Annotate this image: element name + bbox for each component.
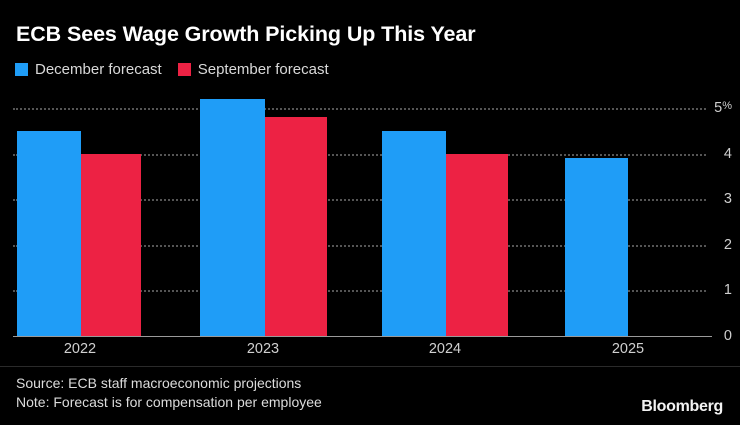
chart-x-axis-line — [13, 336, 712, 337]
bar-2023-december — [200, 99, 265, 336]
legend-swatch-september-icon — [177, 63, 191, 76]
chart-footnotes: Source: ECB staff macroeconomic projecti… — [16, 374, 576, 412]
footer-note-line: Note: Forecast is for compensation per e… — [16, 394, 322, 410]
chart-legend: December forecast September forecast — [15, 61, 329, 78]
bar-2025-december — [565, 158, 628, 336]
page-title: ECB Sees Wage Growth Picking Up This Yea… — [16, 22, 476, 46]
chart-bars — [0, 90, 740, 336]
x-axis-tick-label-2025: 2025 — [611, 341, 645, 357]
bar-2023-september — [265, 117, 327, 336]
x-axis-tick-label-2023: 2023 — [246, 341, 280, 357]
bar-2022-september — [81, 153, 141, 336]
legend-item-december: December forecast — [15, 61, 162, 78]
bar-2024-september — [446, 153, 508, 336]
x-axis-tick-label-2022: 2022 — [63, 341, 97, 357]
x-axis-tick-label-2024: 2024 — [428, 341, 462, 357]
legend-swatch-december-icon — [15, 63, 28, 76]
legend-label-september: September forecast — [197, 61, 329, 78]
legend-item-september: September forecast — [177, 61, 329, 78]
bar-2024-december — [382, 131, 446, 336]
footer-divider — [0, 366, 740, 367]
footer-source-line: Source: ECB staff macroeconomic projecti… — [16, 375, 302, 391]
chart-plot-area: 0 1 2 3 4 5% — [0, 90, 740, 344]
bar-2022-december — [17, 131, 81, 336]
chart-x-axis-labels: 2022 2023 2024 2025 — [0, 337, 740, 361]
legend-label-december: December forecast — [35, 61, 162, 78]
bloomberg-logo: Bloomberg — [641, 398, 723, 415]
